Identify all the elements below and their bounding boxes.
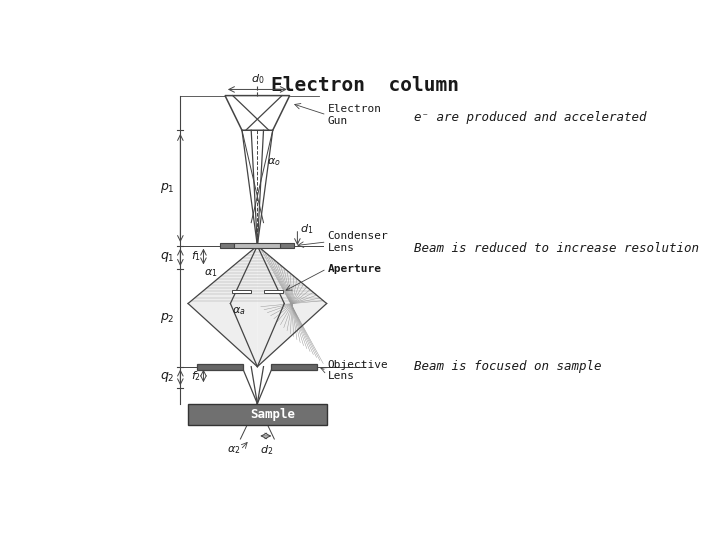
Text: $d_2$: $d_2$: [260, 443, 273, 457]
Text: $f_1$: $f_1$: [191, 249, 201, 264]
Text: Electron
Gun: Electron Gun: [328, 104, 382, 126]
Text: Beam is reduced to increase resolution: Beam is reduced to increase resolution: [414, 241, 698, 254]
Text: Sample: Sample: [251, 408, 295, 421]
Text: $d_0$: $d_0$: [251, 72, 264, 86]
Bar: [188, 403, 327, 425]
Text: $p_2$: $p_2$: [161, 310, 175, 325]
Bar: [271, 363, 318, 370]
Text: Aperture: Aperture: [328, 264, 382, 274]
Bar: [232, 289, 251, 294]
Text: $f_2$: $f_2$: [191, 369, 201, 383]
Text: $p_1$: $p_1$: [161, 181, 175, 195]
Polygon shape: [257, 246, 327, 367]
Bar: [220, 244, 234, 248]
Text: Condenser
Lens: Condenser Lens: [328, 231, 388, 253]
Text: e⁻ are produced and accelerated: e⁻ are produced and accelerated: [414, 111, 646, 124]
Text: $q_1$: $q_1$: [161, 251, 175, 264]
Text: Objective
Lens: Objective Lens: [328, 360, 388, 381]
Text: Electron  column: Electron column: [271, 76, 459, 96]
Text: $\alpha_2$: $\alpha_2$: [227, 444, 240, 456]
Text: $q_2$: $q_2$: [161, 370, 175, 384]
Bar: [264, 289, 283, 294]
Bar: [197, 363, 243, 370]
Text: $\alpha_1$: $\alpha_1$: [204, 267, 217, 279]
Polygon shape: [188, 246, 257, 367]
Text: $d_1$: $d_1$: [300, 222, 313, 235]
Bar: [234, 244, 281, 248]
Text: $\alpha_a$: $\alpha_a$: [233, 305, 246, 317]
Text: Beam is focused on sample: Beam is focused on sample: [414, 360, 601, 373]
Bar: [281, 244, 294, 248]
Text: $\alpha_o$: $\alpha_o$: [266, 157, 280, 168]
